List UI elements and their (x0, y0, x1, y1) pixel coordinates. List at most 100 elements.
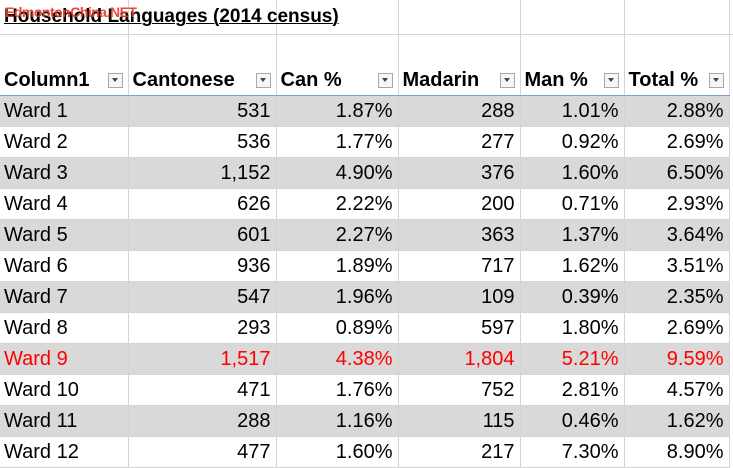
man-pct-cell[interactable]: 2.81% (520, 374, 625, 406)
man-pct-cell[interactable]: 0.46% (520, 405, 625, 437)
man-pct-cell[interactable]: 0.71% (520, 188, 625, 220)
madarin-cell[interactable]: 115 (398, 405, 521, 437)
madarin-cell[interactable]: 717 (398, 250, 521, 282)
man-pct-cell[interactable]: 5.21% (520, 343, 625, 375)
total-pct-cell[interactable]: 2.69% (624, 312, 730, 344)
man-pct-cell[interactable]: 0.92% (520, 126, 625, 158)
cantonese-cell[interactable]: 531 (128, 95, 277, 127)
ward-cell[interactable]: Ward 6 (0, 250, 129, 282)
man-pct-cell[interactable]: 1.62% (520, 250, 625, 282)
total-pct-cell[interactable]: 2.88% (624, 95, 730, 127)
can-pct-cell[interactable]: 1.96% (276, 281, 399, 313)
madarin-cell[interactable]: 288 (398, 95, 521, 127)
ward-cell[interactable]: Ward 1 (0, 95, 129, 127)
man-pct-cell[interactable]: 1.60% (520, 157, 625, 189)
total-pct-cell[interactable]: 4.57% (624, 374, 730, 406)
total-pct-cell[interactable]: 9.59% (624, 343, 730, 375)
ward-cell[interactable]: Ward 9 (0, 343, 129, 375)
madarin-cell[interactable]: 200 (398, 188, 521, 220)
header-cell-content: Man % (525, 69, 619, 92)
ward-cell[interactable]: Ward 4 (0, 188, 129, 220)
total-pct-cell[interactable]: 1.62% (624, 405, 730, 437)
filter-dropdown-icon[interactable] (499, 72, 515, 88)
man-pct-cell[interactable]: 0.39% (520, 281, 625, 313)
madarin-cell[interactable]: 277 (398, 126, 521, 158)
chevron-down-icon (382, 78, 388, 82)
header-label: Column1 (4, 68, 90, 91)
can-pct-cell[interactable]: 1.16% (276, 405, 399, 437)
filter-dropdown-icon[interactable] (377, 72, 393, 88)
table-row: Ward 9 1,517 4.38% 1,804 5.21% 9.59% (0, 343, 730, 375)
can-pct-cell[interactable]: 4.38% (276, 343, 399, 375)
cantonese-cell[interactable]: 471 (128, 374, 277, 406)
header-cell-content: Column1 (4, 69, 123, 92)
cantonese-cell[interactable]: 536 (128, 126, 277, 158)
ward-cell[interactable]: Ward 2 (0, 126, 129, 158)
watermark: EdmontonChina.NET (5, 4, 137, 20)
chevron-down-icon (260, 78, 266, 82)
header-cantonese[interactable]: Cantonese (128, 65, 277, 96)
cantonese-cell[interactable]: 626 (128, 188, 277, 220)
madarin-cell[interactable]: 597 (398, 312, 521, 344)
filter-dropdown-icon[interactable] (603, 72, 619, 88)
total-pct-cell[interactable]: 2.93% (624, 188, 730, 220)
filter-dropdown-icon[interactable] (708, 72, 724, 88)
man-pct-cell[interactable]: 1.80% (520, 312, 625, 344)
filter-dropdown-icon[interactable] (255, 72, 271, 88)
header-label: Cantonese (132, 68, 235, 91)
madarin-cell[interactable]: 376 (398, 157, 521, 189)
header-total-pct[interactable]: Total % (624, 65, 730, 96)
can-pct-cell[interactable]: 1.77% (276, 126, 399, 158)
blank-row[interactable] (0, 34, 733, 65)
can-pct-cell[interactable]: 0.89% (276, 312, 399, 344)
madarin-cell[interactable]: 1,804 (398, 343, 521, 375)
ward-cell[interactable]: Ward 8 (0, 312, 129, 344)
ward-cell[interactable]: Ward 7 (0, 281, 129, 313)
total-pct-cell[interactable]: 2.69% (624, 126, 730, 158)
madarin-cell[interactable]: 109 (398, 281, 521, 313)
header-cell-content: Can % (281, 69, 393, 92)
man-pct-cell[interactable]: 1.01% (520, 95, 625, 127)
ward-cell[interactable]: Ward 5 (0, 219, 129, 251)
ward-cell[interactable]: Ward 10 (0, 374, 129, 406)
total-pct-cell[interactable]: 3.64% (624, 219, 730, 251)
can-pct-cell[interactable]: 1.87% (276, 95, 399, 127)
header-madarin[interactable]: Madarin (398, 65, 521, 96)
cantonese-cell[interactable]: 293 (128, 312, 277, 344)
header-column1[interactable]: Column1 (0, 65, 129, 96)
total-pct-cell[interactable]: 6.50% (624, 157, 730, 189)
header-label: Can % (280, 68, 342, 91)
header-can-pct[interactable]: Can % (276, 65, 399, 96)
madarin-cell[interactable]: 752 (398, 374, 521, 406)
cantonese-cell[interactable]: 1,152 (128, 157, 277, 189)
header-cell-content: Madarin (403, 69, 515, 92)
cantonese-cell[interactable]: 547 (128, 281, 277, 313)
total-pct-cell[interactable]: 2.35% (624, 281, 730, 313)
table-row: Ward 7 547 1.96% 109 0.39% 2.35% (0, 281, 730, 313)
header-man-pct[interactable]: Man % (520, 65, 625, 96)
madarin-cell[interactable]: 363 (398, 219, 521, 251)
total-pct-cell[interactable]: 3.51% (624, 250, 730, 282)
cantonese-cell[interactable]: 288 (128, 405, 277, 437)
cantonese-cell[interactable]: 936 (128, 250, 277, 282)
title-cell[interactable]: Household Languages (2014 census) Edmont… (0, 0, 733, 34)
data-table: Column1 Cantonese Can % Madarin Man % Total %… (0, 65, 730, 468)
can-pct-cell[interactable]: 2.27% (276, 219, 399, 251)
cantonese-cell[interactable]: 601 (128, 219, 277, 251)
filter-dropdown-icon[interactable] (107, 72, 123, 88)
header-cell-content: Total % (629, 69, 724, 92)
ward-cell[interactable]: Ward 11 (0, 405, 129, 437)
man-pct-cell[interactable]: 1.37% (520, 219, 625, 251)
can-pct-cell[interactable]: 2.22% (276, 188, 399, 220)
can-pct-cell[interactable]: 1.89% (276, 250, 399, 282)
table-row: Ward 8 293 0.89% 597 1.80% 2.69% (0, 312, 730, 344)
ward-cell[interactable]: Ward 3 (0, 157, 129, 189)
gridline (729, 0, 730, 463)
table-row: Ward 10 471 1.76% 752 2.81% 4.57% (0, 374, 730, 406)
can-pct-cell[interactable]: 1.76% (276, 374, 399, 406)
table-row: Ward 11 288 1.16% 115 0.46% 1.62% (0, 405, 730, 437)
can-pct-cell[interactable]: 4.90% (276, 157, 399, 189)
header-label: Madarin (402, 68, 480, 91)
cantonese-cell[interactable]: 1,517 (128, 343, 277, 375)
